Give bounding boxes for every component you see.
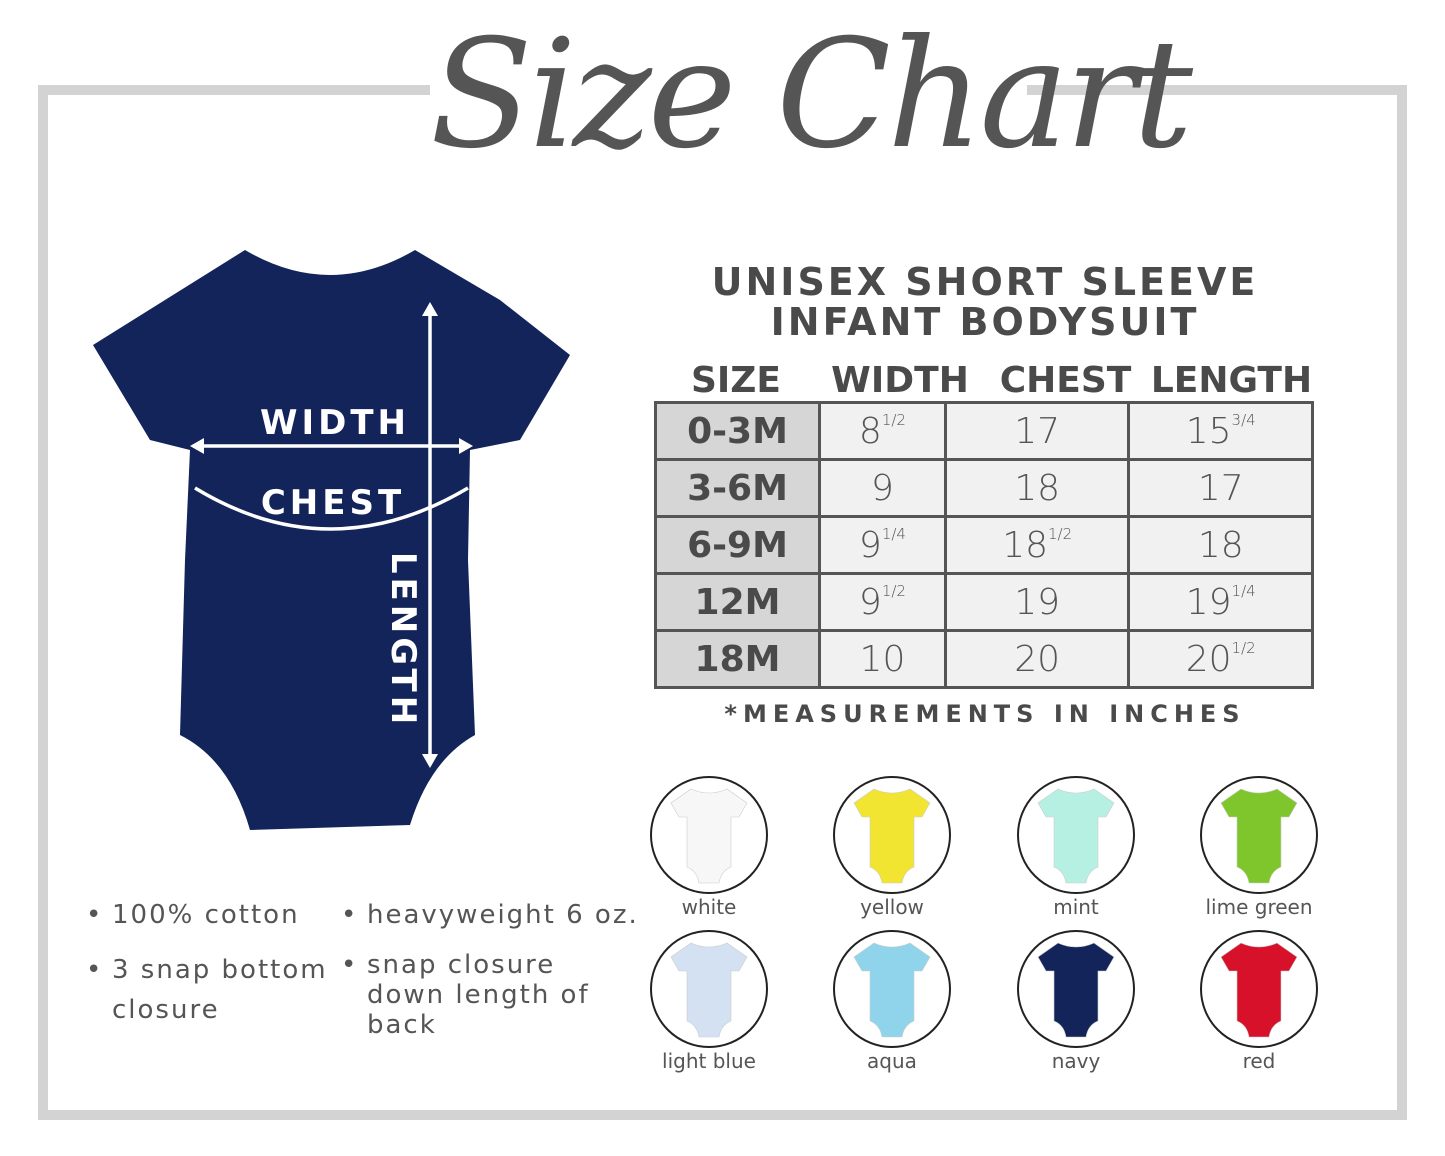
bodysuit-icon — [1037, 788, 1115, 884]
header-size: SIZE — [690, 360, 782, 401]
width-cell: 91/4 — [818, 515, 947, 575]
swatch-label: red — [1242, 1049, 1276, 1073]
value: 17 — [1197, 467, 1244, 509]
length-cell: 17 — [1127, 458, 1314, 518]
value: 9 — [871, 467, 894, 509]
table-header: SIZE WIDTH CHEST LENGTH — [654, 360, 1314, 401]
value: 17 — [1014, 410, 1061, 452]
header-chest: CHEST — [999, 360, 1132, 401]
color-swatch-white[interactable]: white — [629, 776, 789, 918]
fraction: 1/4 — [1231, 581, 1256, 600]
size-cell: 3-6M — [654, 458, 821, 518]
width-cell: 9 — [818, 458, 947, 518]
value: 10 — [859, 638, 906, 680]
swatch-label: light blue — [662, 1049, 756, 1073]
product-name-line2: INFANT BODYSUIT — [770, 300, 1200, 344]
value: 19 — [1185, 581, 1232, 623]
length-cell: 153/4 — [1127, 401, 1314, 461]
size-cell: 12M — [654, 572, 821, 632]
size-cell: 6-9M — [654, 515, 821, 575]
value: 20 — [1185, 638, 1232, 680]
page-title: Size Chart — [430, 0, 1193, 200]
bodysuit-icon — [853, 942, 931, 1038]
value: 9 — [858, 581, 882, 623]
feature-cotton: 100% cotton — [86, 900, 300, 930]
fraction: 1/4 — [881, 524, 906, 543]
bodysuit-icon — [670, 788, 748, 884]
swatch-label: lime green — [1205, 895, 1313, 919]
color-swatch-mint[interactable]: mint — [996, 776, 1156, 918]
table-row: 0-3M 81/2 17 153/4 — [654, 401, 1314, 461]
chest-cell: 18 — [943, 458, 1131, 518]
swatch-circle — [650, 776, 768, 894]
chest-cell: 19 — [943, 572, 1131, 632]
fraction: 1/2 — [881, 410, 906, 429]
product-name: UNISEX SHORT SLEEVE INFANT BODYSUIT — [610, 262, 1360, 342]
chest-label: CHEST — [261, 483, 405, 523]
size-cell: 18M — [654, 629, 821, 689]
chest-cell: 181/2 — [943, 515, 1131, 575]
table-row: 18M 10 20 201/2 — [654, 629, 1314, 689]
fraction: 1/2 — [881, 581, 906, 600]
swatch-circle — [833, 930, 951, 1048]
color-swatch-lime-green[interactable]: lime green — [1179, 776, 1339, 918]
header-length: LENGTH — [1150, 360, 1313, 401]
table-row: 3-6M 9 18 17 — [654, 458, 1314, 518]
length-label: LENGTH — [383, 552, 423, 728]
value: 19 — [1014, 581, 1061, 623]
color-swatch-navy[interactable]: navy — [996, 930, 1156, 1072]
swatch-label: navy — [1051, 1049, 1101, 1073]
bodysuit-diagram: WIDTH CHEST LENGTH — [93, 250, 570, 830]
swatch-circle — [1200, 930, 1318, 1048]
width-label: WIDTH — [260, 403, 410, 443]
swatch-circle — [1017, 930, 1135, 1048]
size-cell: 0-3M — [654, 401, 821, 461]
value: 8 — [858, 410, 882, 452]
color-swatch-yellow[interactable]: yellow — [812, 776, 972, 918]
swatch-circle — [1017, 776, 1135, 894]
width-cell: 91/2 — [818, 572, 947, 632]
feature-snap-back: snap closure down length of back — [341, 950, 627, 1040]
measurement-note: *MEASUREMENTS IN INCHES — [724, 700, 1246, 728]
color-swatch-red[interactable]: red — [1179, 930, 1339, 1072]
bodysuit-icon — [1037, 942, 1115, 1038]
value: 15 — [1185, 410, 1232, 452]
swatch-circle — [1200, 776, 1318, 894]
feature-weight: heavyweight 6 oz. — [341, 900, 639, 930]
value: 18 — [1002, 524, 1048, 566]
feature-snap-bottom: 3 snap bottom closure — [86, 950, 337, 1030]
fraction: 3/4 — [1231, 410, 1256, 429]
color-swatch-light-blue[interactable]: light blue — [629, 930, 789, 1072]
size-table: 0-3M 81/2 17 153/4 3-6M 9 18 17 6-9M 91/4 181/2 18 1… — [654, 401, 1314, 689]
value: 18 — [1014, 467, 1061, 509]
chest-cell: 20 — [943, 629, 1131, 689]
swatch-label: mint — [1053, 895, 1099, 919]
fraction: 1/2 — [1048, 524, 1073, 543]
value: 18 — [1197, 524, 1244, 566]
swatch-circle — [650, 930, 768, 1048]
table-row: 12M 91/2 19 191/4 — [654, 572, 1314, 632]
bodysuit-icon — [1220, 942, 1298, 1038]
value: 9 — [858, 524, 882, 566]
width-cell: 81/2 — [818, 401, 947, 461]
length-cell: 191/4 — [1127, 572, 1314, 632]
bodysuit-shape — [93, 250, 570, 830]
header-width: WIDTH — [831, 360, 969, 401]
bodysuit-icon — [853, 788, 931, 884]
swatch-label: yellow — [860, 895, 924, 919]
swatch-label: aqua — [867, 1049, 917, 1073]
bodysuit-icon — [670, 942, 748, 1038]
length-cell: 201/2 — [1127, 629, 1314, 689]
table-row: 6-9M 91/4 181/2 18 — [654, 515, 1314, 575]
bodysuit-icon — [1220, 788, 1298, 884]
length-cell: 18 — [1127, 515, 1314, 575]
product-name-line1: UNISEX SHORT SLEEVE — [711, 260, 1259, 304]
chest-cell: 17 — [943, 401, 1131, 461]
width-cell: 10 — [818, 629, 947, 689]
swatch-circle — [833, 776, 951, 894]
swatch-label: white — [681, 895, 737, 919]
color-swatch-aqua[interactable]: aqua — [812, 930, 972, 1072]
value: 20 — [1014, 638, 1061, 680]
fraction: 1/2 — [1231, 638, 1256, 657]
